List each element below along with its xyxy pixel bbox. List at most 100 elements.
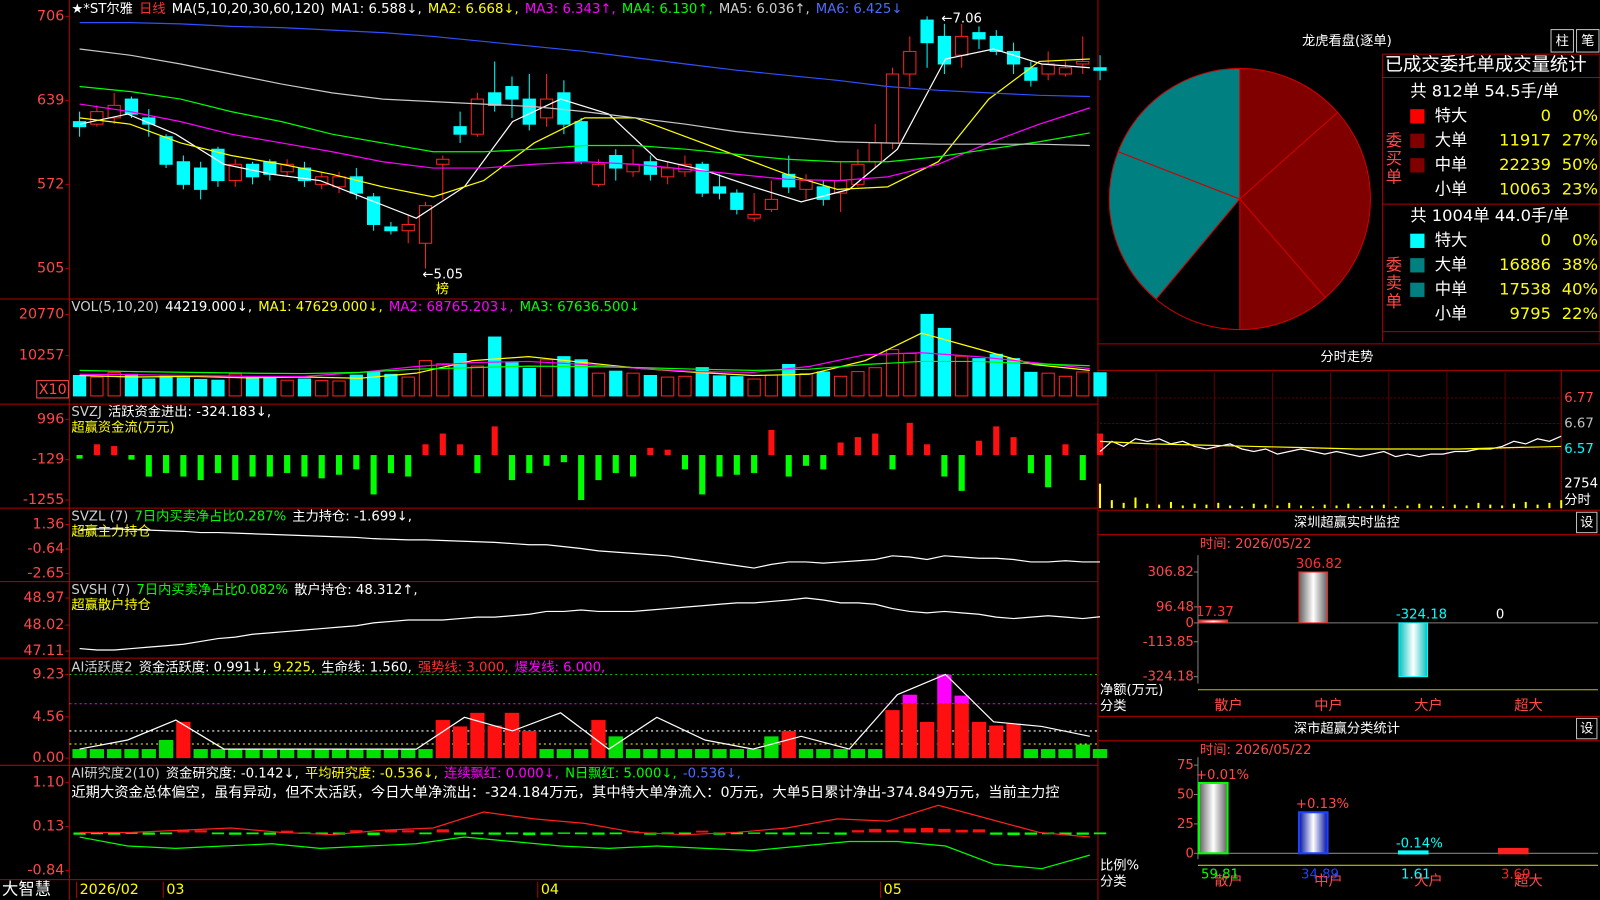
flow-bar [941, 455, 948, 477]
button[interactable]: 设 [1580, 514, 1593, 530]
activity-bar-part [954, 695, 969, 704]
volume-bar [470, 365, 485, 397]
volume-bar [1076, 371, 1090, 397]
flow-bar [1027, 455, 1034, 473]
volume-bar [194, 378, 208, 397]
activity-bar [729, 749, 744, 759]
flow-bar [664, 449, 671, 456]
button-frame[interactable] [1576, 29, 1600, 53]
activity-line [79, 673, 1090, 750]
flow-bar [854, 437, 861, 456]
y-tick-label: 1.36 [33, 517, 65, 533]
panel-title: 深圳超赢实时监控 [1294, 513, 1400, 530]
research-bar [782, 832, 795, 835]
header-part: AI研究度2(10) [71, 765, 159, 781]
research-bar [696, 830, 709, 833]
candle-body [609, 154, 623, 169]
y-tick-label: 0.13 [33, 819, 65, 835]
volume-bar [937, 327, 952, 397]
row-value: 0 [1541, 230, 1551, 249]
button-frame[interactable] [1576, 511, 1598, 534]
y-tick-label: 0 [1185, 616, 1193, 631]
button[interactable]: 设 [1580, 721, 1593, 737]
y-tick-label: -113.85 [1143, 635, 1194, 650]
volume-bar [297, 378, 312, 397]
volume-bar [107, 371, 121, 397]
activity-bar [902, 694, 917, 759]
research-bar [90, 832, 104, 835]
flow-bar [993, 426, 1000, 456]
candle-body [176, 161, 190, 185]
header-part: MA1: 47629.000↓, [258, 300, 383, 315]
y-tick-label: 6.67 [1564, 416, 1594, 431]
activity-bar [1092, 749, 1108, 759]
flow-bar [647, 447, 654, 456]
flow-bar [630, 455, 637, 477]
candle-body [297, 167, 312, 182]
x-tick-label: 散户 [1214, 873, 1243, 890]
button[interactable]: 笔 [1581, 33, 1594, 49]
activity-bar [885, 710, 900, 759]
y-tick-label: -2.65 [27, 566, 64, 582]
candle-body [332, 176, 346, 188]
data-label: 59.81 [1201, 867, 1239, 882]
volume-bar [712, 375, 727, 397]
volume-bar [609, 370, 623, 397]
header-part: MA4: 6.130↑, [622, 2, 713, 17]
header-part: 连续飘红: 0.000↓, [444, 765, 559, 781]
flow-bar [785, 455, 792, 477]
row-label: 小单 [1435, 179, 1468, 198]
data-label: 0 [1496, 608, 1504, 623]
volume-unit: X10 [39, 382, 67, 398]
candle-body [868, 142, 882, 163]
activity-bar-part [504, 712, 520, 759]
activity-bar-part [902, 694, 917, 704]
flow-bar [1079, 455, 1086, 481]
activity-bar [764, 736, 779, 759]
activity-bar [833, 749, 848, 759]
flow-bar [802, 455, 810, 466]
activity-bar [539, 749, 554, 759]
volume-bar [142, 378, 156, 397]
volume-bar [332, 380, 346, 397]
candle-body [470, 98, 485, 135]
header-part: 爆发线: 6.000, [515, 659, 606, 675]
activity-bar [280, 749, 295, 759]
flow-bar [284, 455, 291, 473]
table-title: 已成交委托单成交量统计 [1385, 54, 1587, 75]
change-label: +0.01% [1196, 768, 1249, 783]
header-part: SVZL (7) [71, 509, 128, 524]
header-part: MA(5,10,20,30,60,120) [172, 2, 325, 17]
header-part: 资金活跃度: 0.991↓, [139, 659, 267, 675]
header-part: 强势线: 3.000, [418, 659, 509, 675]
header-part: 9.225, [273, 660, 315, 675]
axis-label: 分类 [1100, 874, 1127, 890]
research-bar [920, 827, 934, 833]
candle-body [418, 205, 433, 244]
data-label: 17.37 [1196, 605, 1234, 620]
header-part: 日线 [139, 1, 166, 17]
legend-box [1410, 158, 1425, 173]
row-pct: 22% [1562, 304, 1598, 323]
side-label: 委买单 [1386, 130, 1402, 186]
button-frame[interactable] [1550, 29, 1574, 53]
research-bar [281, 830, 294, 833]
volume-bar [885, 349, 900, 397]
activity-bar [72, 749, 87, 759]
panel-header: SVZJ 活跃资金进出: -324.183↓, [71, 404, 271, 420]
activity-bar-part [452, 726, 468, 759]
button[interactable]: 柱 [1556, 33, 1569, 49]
y-tick-label: 96.48 [1156, 600, 1194, 615]
header-part: 生命线: 1.560, [321, 658, 412, 675]
volume-bar [1058, 375, 1073, 397]
volume-bar [245, 376, 260, 397]
activity-bar [1023, 749, 1039, 759]
volume-bar [90, 376, 104, 397]
panel-header: SVZL (7) 7日内买卖净占比0.287% 主力持仓: -1.699↓, [71, 508, 412, 524]
header-part: 主力持仓: -1.699↓, [292, 508, 412, 524]
flow-bar [578, 455, 585, 500]
button-frame[interactable] [1576, 717, 1598, 740]
ma-line [79, 48, 1090, 147]
header-part: 平均研究度: -0.536↓, [305, 765, 438, 781]
